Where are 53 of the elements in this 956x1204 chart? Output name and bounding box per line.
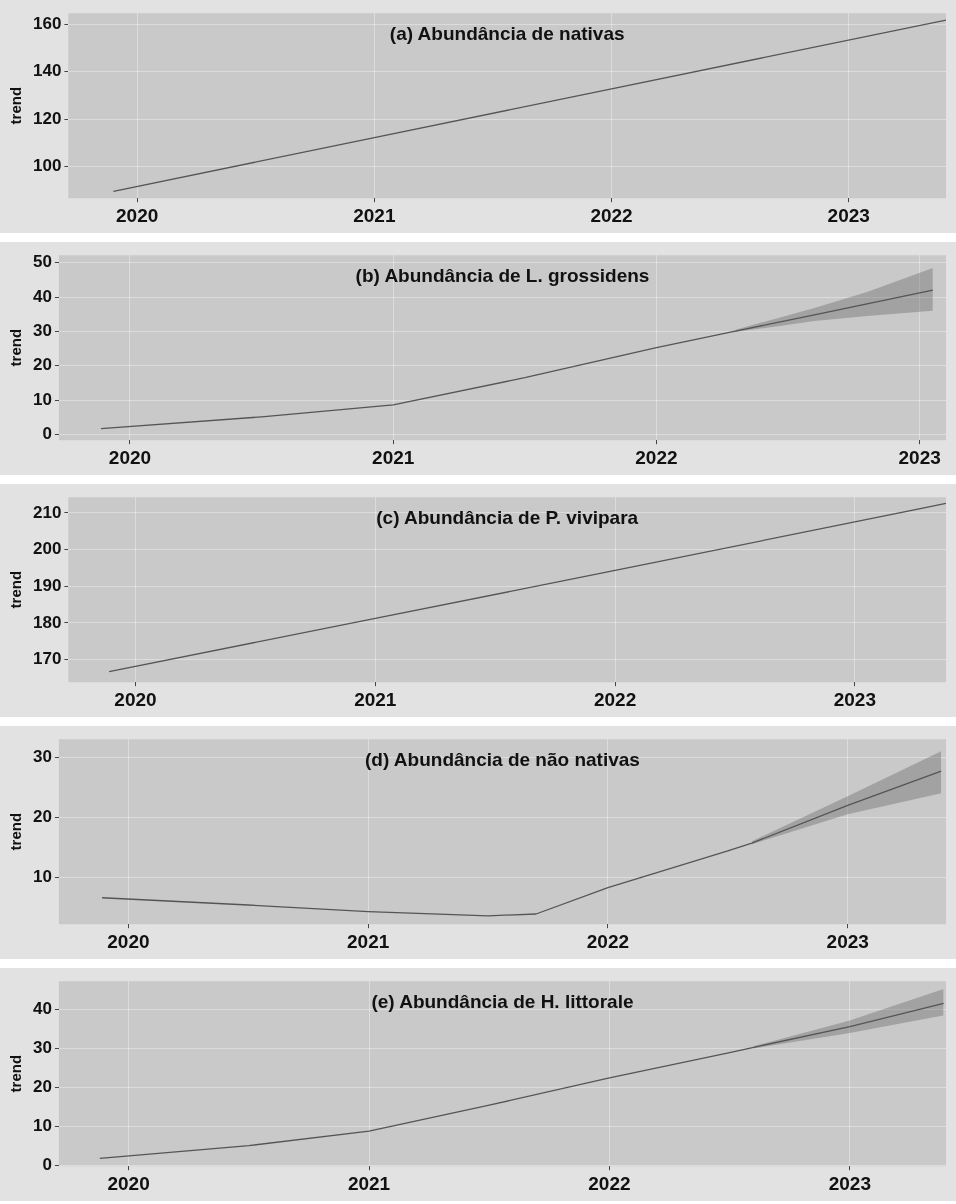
text: (d) Abundância de não nativas [365,748,640,770]
y-axis-title: trend [7,570,25,609]
x-tick-label: 2021 [353,204,396,226]
y-tick-label: 20 [32,355,52,375]
y-axis-title: trend [7,1054,25,1093]
y-tick-label: 160 [32,14,62,34]
y-tick-label: 210 [32,502,62,522]
y-tick-label: 140 [32,61,62,81]
x-tick-label: 2021 [347,930,390,952]
y-tick-label: 120 [32,108,62,128]
x-tick-label: 2022 [635,446,678,468]
x-tick-label: 2023 [828,1172,871,1194]
y-tick-label: 20 [32,806,52,826]
y-tick-label: 30 [32,1038,52,1058]
x-tick-label: 2021 [354,688,397,710]
x-tick-label: 2021 [372,446,415,468]
x-tick-label: 2022 [588,1172,631,1194]
y-tick-label: 30 [32,746,52,766]
x-tick-label: 2023 [898,446,941,468]
text: (e) Abundância de H. littorale [371,990,634,1012]
y-tick-label: 0 [42,1154,52,1174]
x-tick-label: 2022 [593,688,637,710]
y-tick-label: 30 [32,321,52,341]
x-tick-label: 2021 [347,1172,391,1194]
x-tick-label: 2022 [586,930,630,952]
x-tick-label: 2020 [114,688,157,710]
y-tick-label: 50 [32,252,52,272]
y-tick-label: 170 [32,649,62,669]
x-tick-label: 2023 [833,688,877,710]
y-axis-title: trend [7,328,25,367]
y-tick-label: 10 [32,389,52,409]
y-tick-label: 180 [32,612,62,632]
x-tick-label: 2023 [827,204,870,226]
y-tick-label: 100 [32,156,62,176]
y-tick-label: 10 [32,1115,52,1135]
x-tick-label: 2023 [826,930,869,952]
y-tick-label: 20 [32,1076,52,1096]
text: (a) Abundância de nativas [389,22,625,44]
y-tick-label: 40 [32,286,52,306]
y-tick-label: 10 [32,867,52,887]
x-tick-label: 2020 [116,204,159,226]
text: (b) Abundância de L. grossidens [355,264,650,286]
x-tick-label: 2020 [107,1172,150,1194]
y-tick-label: 200 [32,539,62,559]
y-tick-label: 40 [32,999,52,1019]
x-tick-label: 2020 [107,930,150,952]
y-tick-label: 0 [42,424,52,444]
y-axis-title: trend [7,812,25,851]
y-tick-label: 190 [32,575,62,595]
y-axis-title: trend [7,86,25,125]
text: (c) Abundância de P. vivipara [376,506,639,528]
x-tick-label: 2020 [108,446,152,468]
x-tick-label: 2022 [590,204,633,226]
